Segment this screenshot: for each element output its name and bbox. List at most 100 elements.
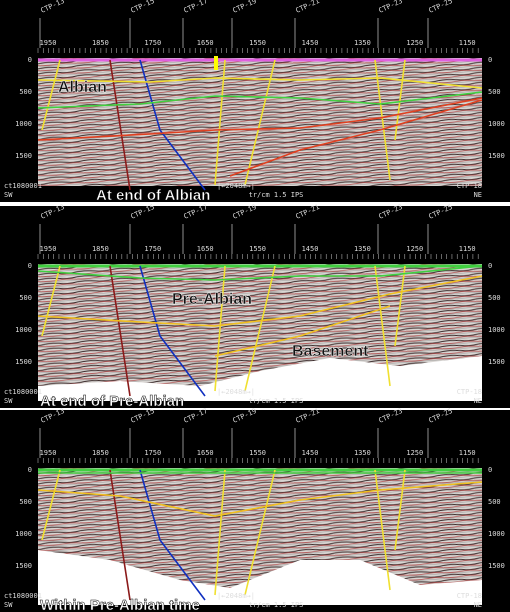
- shotpoint-label: 1350: [354, 245, 371, 253]
- footer-text: CTP-18: [457, 182, 482, 190]
- shotpoint-label: 1850: [92, 39, 109, 47]
- footer-text: SW: [4, 191, 13, 199]
- panel-caption: Within Pre-Albian time: [40, 597, 200, 612]
- shotpoint-label: 1950: [40, 449, 57, 457]
- footer-text: ct1080001: [4, 182, 42, 190]
- interpreted-line: [394, 265, 406, 347]
- interpreted-line: [244, 265, 276, 392]
- depth-label: 0: [488, 56, 492, 64]
- shotpoint-label: 1350: [354, 39, 371, 47]
- shotpoint-label: 1850: [92, 449, 109, 457]
- panel-caption: At end of Pre-Albian: [40, 393, 184, 410]
- interpreted-line: [37, 275, 483, 327]
- footer-text: NE: [474, 191, 482, 199]
- interpreted-line: [37, 265, 483, 281]
- depth-label: 1000: [15, 120, 32, 128]
- depth-label: 500: [19, 88, 32, 96]
- shotpoint-label: 1450: [302, 39, 319, 47]
- shotpoint-label: 1750: [144, 449, 161, 457]
- depth-label: 0: [28, 262, 32, 270]
- depth-label: 1500: [488, 152, 505, 160]
- interpreted-line: [41, 469, 61, 541]
- shotpoint-label: 1150: [459, 39, 476, 47]
- interpreted-line: [244, 59, 276, 186]
- shotpoint-label: 1550: [249, 449, 266, 457]
- interpreted-line: [41, 265, 61, 337]
- footer-text: |←2048m→|: [217, 388, 255, 396]
- depth-label: 1500: [15, 562, 32, 570]
- footer-text: NE: [474, 601, 482, 609]
- seismic-panel: CTP-13 CTP-15 CTP-17 CTP-19 CTP-21 CTP-23 CTP-…: [0, 0, 510, 204]
- depth-label: 1500: [15, 152, 32, 160]
- depth-label: 0: [488, 262, 492, 270]
- interpreted-line: [37, 481, 483, 517]
- footer-text: tr/cm 1.5 IPS: [249, 601, 304, 609]
- shotpoint-label: 1150: [459, 245, 476, 253]
- interpreted-line: [394, 469, 406, 551]
- footer-text: NE: [474, 397, 482, 405]
- interpreted-line: [41, 59, 61, 131]
- depth-label: 500: [488, 294, 501, 302]
- shotpoint-label: 1350: [354, 449, 371, 457]
- interpreted-line: [37, 77, 483, 89]
- footer-text: |←2048m→|: [217, 182, 255, 190]
- unit-label: Pre-Albian: [172, 291, 252, 308]
- interpreted-line: [394, 59, 406, 141]
- interpreted-line: [374, 265, 391, 387]
- shotpoint-label: 1650: [197, 39, 214, 47]
- shotpoint-label: 1450: [302, 449, 319, 457]
- depth-label: 500: [488, 498, 501, 506]
- shotpoint-label: 1250: [406, 449, 423, 457]
- unit-label: Basement: [292, 343, 369, 360]
- footer-text: ct1080001: [4, 592, 42, 600]
- depth-label: 1000: [488, 120, 505, 128]
- depth-label: 500: [19, 498, 32, 506]
- interpreted-line: [214, 265, 226, 392]
- basement-blank: [38, 550, 482, 605]
- depth-label: 1000: [15, 530, 32, 538]
- interpreted-line: [109, 265, 131, 397]
- depth-label: 1000: [488, 326, 505, 334]
- footer-text: CTP-18: [457, 592, 482, 600]
- depth-label: 1000: [15, 326, 32, 334]
- interpreted-line: [229, 99, 483, 177]
- footer-text: SW: [4, 397, 13, 405]
- shotpoint-label: 1650: [197, 449, 214, 457]
- footer-text: |←2048m→|: [217, 592, 255, 600]
- interpreted-line: [109, 469, 131, 601]
- shotpoint-label: 1150: [459, 449, 476, 457]
- interpreted-line: [139, 265, 206, 397]
- depth-label: 1000: [488, 530, 505, 538]
- interpreted-line: [37, 91, 483, 109]
- depth-label: 500: [488, 88, 501, 96]
- interpreted-line: [214, 59, 226, 186]
- shotpoint-label: 1750: [144, 39, 161, 47]
- well-marker: [214, 56, 218, 70]
- shotpoint-label: 1950: [40, 39, 57, 47]
- depth-label: 0: [28, 56, 32, 64]
- footer-text: SW: [4, 601, 13, 609]
- shotpoint-label: 1850: [92, 245, 109, 253]
- interpreted-line: [139, 469, 206, 601]
- footer-text: tr/cm 1.5 IPS: [249, 397, 304, 405]
- shotpoint-label: 1950: [40, 245, 57, 253]
- basement-blank: [38, 356, 482, 401]
- interpreted-line: [214, 469, 226, 596]
- depth-label: 1500: [488, 562, 505, 570]
- shotpoint-label: 1750: [144, 245, 161, 253]
- shotpoint-label: 1450: [302, 245, 319, 253]
- seismic-panel: CTP-13 CTP-15 CTP-17 CTP-19 CTP-21 CTP-23 CTP-…: [0, 203, 510, 410]
- footer-text: CTP-18: [457, 388, 482, 396]
- shotpoint-label: 1250: [406, 39, 423, 47]
- shotpoint-label: 1550: [249, 39, 266, 47]
- seismic-panel: CTP-13 CTP-15 CTP-17 CTP-19 CTP-21 CTP-23 CTP-…: [0, 407, 510, 612]
- unit-label: Albian: [58, 79, 107, 96]
- depth-label: 0: [488, 466, 492, 474]
- interpreted-line: [37, 97, 483, 141]
- interpreted-line: [139, 59, 206, 191]
- depth-label: 1500: [488, 358, 505, 366]
- footer-text: ct1080001: [4, 388, 42, 396]
- footer-text: tr/cm 1.5 IPS: [249, 191, 304, 199]
- interpreted-line: [214, 305, 391, 357]
